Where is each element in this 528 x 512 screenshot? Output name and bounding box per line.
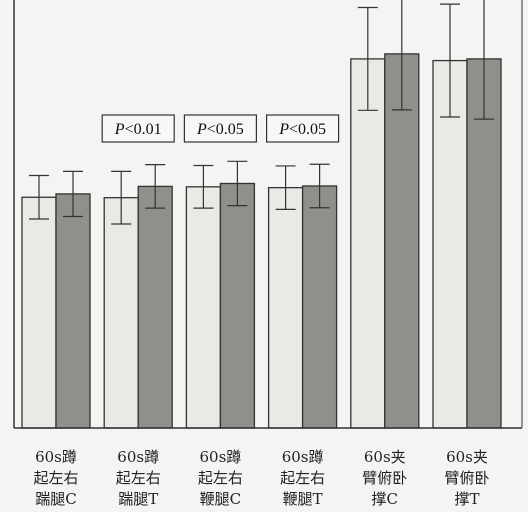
- bar-light-1: [103, 197, 139, 429]
- significance-annotation-0: P<0.01: [101, 114, 175, 143]
- category-label-4-line-1: 臂俯卧: [362, 469, 407, 487]
- bar-dark-4: [384, 53, 420, 429]
- category-label-5-line-0: 60s夹: [446, 448, 488, 466]
- error-bar-light-0: [29, 174, 49, 220]
- annotation-text: P<0.05: [196, 121, 244, 138]
- category-label-1-line-1: 起左右: [116, 469, 161, 487]
- error-bar-dark-5: [474, 0, 494, 120]
- category-label-1-line-0: 60s蹲: [117, 448, 159, 466]
- error-bar-light-5: [440, 3, 460, 118]
- bar-dark-2: [219, 182, 256, 429]
- category-label-4-line-2: 撑C: [372, 490, 398, 508]
- category-label-1-line-2: 踹腿T: [118, 490, 158, 508]
- category-label-3-line-0: 60s蹲: [282, 448, 324, 466]
- category-label-2-line-1: 起左右: [198, 469, 243, 487]
- error-bar-light-1: [111, 170, 132, 225]
- bar-dark-3: [301, 185, 338, 429]
- error-bar-light-3: [275, 165, 296, 210]
- category-label-3-line-1: 起左右: [280, 469, 325, 487]
- annotation-box: [266, 114, 340, 143]
- bar-light-2: [185, 186, 222, 429]
- error-bar-dark-4: [391, 0, 412, 111]
- category-label-2-line-0: 60s蹲: [200, 448, 242, 466]
- bar-light-4: [350, 58, 386, 429]
- error-bar-dark-2: [227, 160, 248, 207]
- category-label-0-line-2: 踹腿C: [35, 490, 76, 508]
- error-bars-layer: [29, 0, 494, 225]
- bars-layer: [21, 53, 502, 429]
- category-label-0-line-1: 起左右: [33, 469, 78, 487]
- bar-light-3: [267, 186, 304, 429]
- error-bar-light-4: [357, 6, 378, 111]
- bar-light-5: [432, 59, 468, 429]
- significance-annotation-1: P<0.05: [183, 114, 257, 143]
- annotation-box: [101, 114, 175, 143]
- annotation-text: P<0.05: [278, 121, 326, 138]
- annotation-box: [183, 114, 257, 143]
- category-label-2-line-2: 鞭腿C: [200, 490, 241, 508]
- error-bar-dark-1: [145, 164, 166, 209]
- category-label-3-line-2: 鞭腿T: [283, 490, 323, 508]
- significance-annotation-2: P<0.05: [266, 114, 340, 143]
- category-label-5-line-2: 撑T: [454, 490, 479, 508]
- bar-light-0: [21, 196, 57, 429]
- error-bar-light-2: [193, 164, 214, 209]
- category-label-4-line-0: 60s夹: [364, 448, 406, 466]
- annotation-text: P<0.01: [114, 121, 162, 138]
- bar-dark-0: [55, 193, 91, 429]
- category-label-5-line-1: 臂俯卧: [444, 469, 489, 487]
- category-label-0-line-0: 60s蹲: [35, 448, 77, 466]
- error-bar-dark-3: [309, 163, 330, 209]
- bar-dark-1: [137, 185, 173, 429]
- annotations-layer: P<0.01 P<0.05 P<0.05: [101, 114, 340, 143]
- error-bar-dark-0: [63, 170, 83, 218]
